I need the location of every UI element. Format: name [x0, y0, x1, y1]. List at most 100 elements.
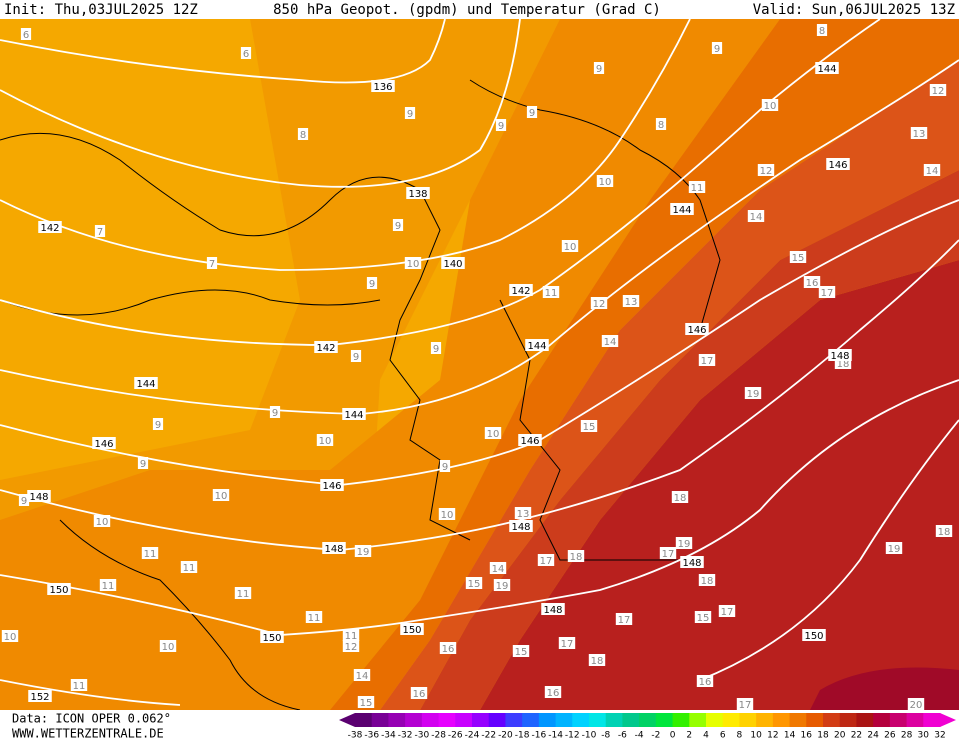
temp-field: [330, 19, 959, 710]
temperature-label-box: [711, 42, 723, 54]
coast: [0, 132, 421, 237]
temperature-label-box: [297, 128, 309, 140]
temperature-label-box: [718, 605, 736, 617]
temperature-label: 19: [357, 547, 370, 558]
temperature-label-box: [615, 613, 633, 625]
geopotential-label-box: [826, 158, 850, 170]
border: [499, 299, 700, 561]
temperature-label: 15: [515, 647, 528, 658]
temperature-label: 9: [433, 344, 439, 355]
temperature-label: 9: [155, 420, 161, 431]
temperature-label: 19: [496, 581, 509, 592]
temperature-label-box: [206, 257, 218, 269]
temperature-label-box: [70, 679, 88, 691]
temperature-label: 11: [237, 589, 250, 600]
temperature-label: 15: [583, 422, 596, 433]
map-title: 850 hPa Geopot. (gpdm) und Temperatur (G…: [273, 2, 661, 18]
temperature-label-box: [929, 84, 947, 96]
geopotential-label: 142: [316, 343, 335, 354]
temperature-label: 16: [547, 688, 560, 699]
colorbar-cell: [806, 713, 824, 727]
temperature-label: 12: [932, 86, 945, 97]
geopotential-label: 148: [29, 492, 48, 503]
temperature-label-box: [484, 427, 502, 439]
contour: [0, 379, 959, 636]
temperature-label-box: [353, 669, 371, 681]
temperature-label: 12: [345, 642, 358, 653]
temperature-label: 20: [910, 700, 923, 711]
temperature-label-box: [342, 640, 360, 652]
temperature-label-box: [761, 99, 779, 111]
temperature-label: 10: [215, 491, 228, 502]
temperature-label-box: [935, 525, 953, 537]
temperature-label: 9: [529, 108, 535, 119]
temperature-label: 9: [21, 496, 27, 507]
temperature-label-box: [688, 181, 706, 193]
temperature-label: 9: [596, 64, 602, 75]
temp-field: [480, 260, 959, 710]
temperature-label: 17: [540, 556, 553, 567]
temperature-label: 19: [678, 539, 691, 550]
contour-labels: 10 10 10 10 10 10 10 10 10 10 10 11 11 11 11 11 11 11 11 11…: [1, 24, 953, 711]
geopotential-label-box: [260, 631, 284, 643]
temperature-label-box: [818, 286, 836, 298]
temperature-label-box: [567, 550, 585, 562]
temperature-label-box: [816, 24, 828, 36]
temperature-label-box: [698, 574, 716, 586]
temperature-label: 14: [356, 671, 369, 682]
temperature-label-box: [357, 696, 375, 708]
temperature-label: 11: [308, 613, 321, 624]
contour: [0, 19, 691, 271]
colorbar-tick-label: -30: [415, 731, 430, 741]
coast: [59, 519, 301, 710]
geopotential-label-box: [28, 690, 52, 702]
temperature-label: 15: [468, 579, 481, 590]
colorbar-cell: [772, 713, 791, 727]
temperature-label-box: [404, 107, 416, 119]
temperature-label-box: [1, 630, 19, 642]
geopotential-label: 150: [402, 625, 421, 636]
colorbar-tick-label: -14: [548, 731, 563, 741]
temperature-label: 16: [413, 689, 426, 700]
temperature-label-box: [212, 489, 230, 501]
temperature-label: 14: [750, 212, 763, 223]
temperature-label: 19: [747, 389, 760, 400]
geopotential-label-box: [27, 490, 51, 502]
colorbar-tick-label: 26: [884, 731, 896, 741]
geopotential-label-box: [406, 187, 430, 199]
temperature-label: 11: [345, 631, 358, 642]
geopotential-label: 144: [527, 341, 546, 352]
temperature-label: 11: [691, 183, 704, 194]
temperature-label-box: [240, 47, 252, 59]
temperature-label-box: [430, 342, 442, 354]
colorbar-tick-label: -16: [532, 731, 547, 741]
geopotential-label: 148: [324, 544, 343, 555]
temperature-label-box: [137, 457, 149, 469]
colorbar-cell: [856, 713, 874, 727]
temperature-label-box: [923, 164, 941, 176]
colorbar-tick-label: 0: [670, 731, 676, 741]
temperature-label-box: [596, 175, 614, 187]
temperature-label-box: [698, 354, 716, 366]
temperature-label: 18: [837, 359, 850, 370]
colorbar-cell: [655, 713, 674, 727]
temperature-label: 16: [442, 644, 455, 655]
colorbar-cell: [522, 713, 540, 727]
geopotential-label-box: [680, 556, 704, 568]
temperature-label-box: [493, 579, 511, 591]
temperature-label-box: [907, 698, 925, 710]
temperature-label: 11: [183, 563, 196, 574]
temperature-label-box: [561, 240, 579, 252]
geopotential-label-box: [314, 341, 338, 353]
temperature-label-box: [671, 491, 689, 503]
temperature-label: 9: [714, 44, 720, 55]
temperature-label-box: [537, 554, 555, 566]
temperature-label-box: [558, 637, 576, 649]
temperature-label: 9: [272, 408, 278, 419]
geopotential-label: 144: [136, 379, 155, 390]
colorbar-cell: [421, 713, 440, 727]
temperature-label-box: [152, 418, 164, 430]
temperature-label: 18: [674, 493, 687, 504]
contour: [0, 19, 446, 84]
geopotential-label: 146: [687, 325, 706, 336]
